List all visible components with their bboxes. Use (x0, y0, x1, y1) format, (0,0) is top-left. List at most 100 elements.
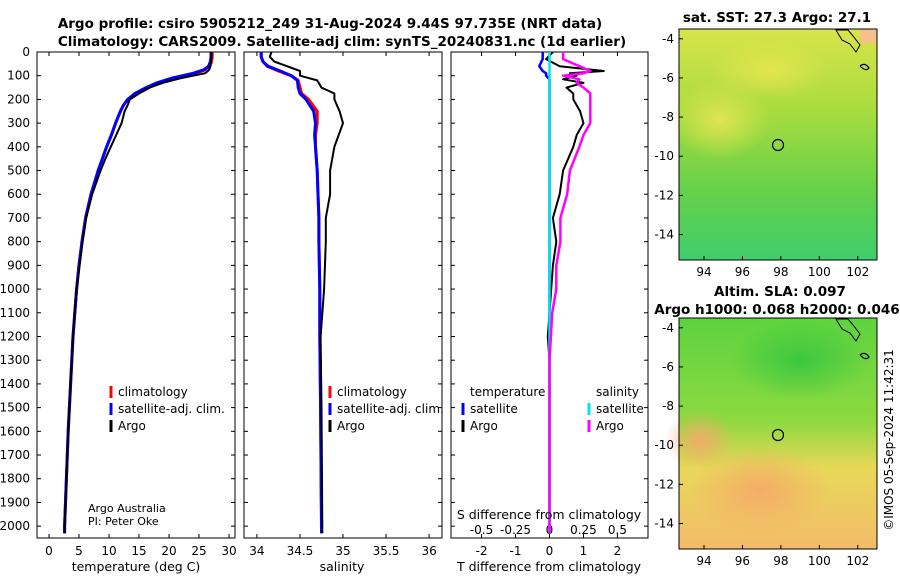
temperature-xlabel: temperature (deg C) (72, 559, 201, 574)
depth-tick-labels: 0 100 200 300 400 500 600 700 800 900 1000 1100 1200… (0, 45, 30, 533)
sla-map (665, 317, 878, 550)
profile-line-argo (268, 51, 344, 534)
map-x-tick-label: 100 (808, 554, 831, 568)
depth-tick-label: 1700 (0, 448, 30, 462)
depth-tick-label: 500 (7, 164, 30, 178)
x-tick-label: 35.5 (373, 544, 400, 558)
depth-tick-label: 1800 (0, 472, 30, 486)
sla-map-frame (678, 317, 878, 550)
difference-x-tick-labels: -2 -1 0 1 2 (476, 544, 622, 558)
sst-y-tick-labels: -4 -6 -8 -10 -12 -14 (654, 32, 683, 242)
profile-line-satellite-adj-clim- (63, 52, 213, 534)
depth-tick-label: 1000 (0, 282, 30, 296)
sst-map (670, 28, 878, 261)
depth-tick-label: 400 (7, 140, 30, 154)
temperature-legend: climatology satellite-adj. clim. Argo (109, 385, 225, 433)
legend-temperature-title: temperature (470, 385, 545, 399)
map-x-tick-label: 102 (846, 265, 869, 279)
profile-line-climatology (63, 52, 214, 534)
legend-t-argo: Argo (470, 419, 498, 433)
sst-x-tick-labels: 94 96 98 100 102 (696, 256, 869, 279)
map-x-tick-label: 102 (846, 554, 869, 568)
salinity-xlabel: salinity (320, 559, 365, 574)
depth-tick-label: 300 (7, 116, 30, 130)
x-tick-label: 10 (101, 544, 116, 558)
coastline (835, 29, 861, 53)
temperature-profiles (63, 52, 214, 534)
difference-legend: temperature satellite Argo salinity sate… (461, 385, 644, 433)
coastline (835, 318, 861, 342)
map-y-tick-label: -14 (654, 228, 674, 242)
profile-line-t-satellite (538, 52, 551, 534)
legend-argo: Argo (118, 419, 146, 433)
depth-tick-label: 600 (7, 187, 30, 201)
map-x-tick-label: 96 (735, 265, 750, 279)
x-tick-label: 5 (75, 544, 83, 558)
map-y-tick-label: -12 (654, 477, 674, 491)
x-tick-label: 30 (221, 544, 236, 558)
map-y-tick-label: -8 (662, 110, 674, 124)
figure-title-line2: Climatology: CARS2009. Satellite-adj cli… (58, 34, 626, 50)
figure-title-line1: Argo profile: csiro 5905212_249 31-Aug-2… (58, 16, 602, 32)
x-tick-label: 34.5 (287, 544, 314, 558)
legend-climatology: climatology (118, 385, 188, 399)
depth-tick-label: 1600 (0, 424, 30, 438)
x-tick-label: 25 (191, 544, 206, 558)
sst-map-title: sat. SST: 27.3 Argo: 27.1 (683, 10, 871, 26)
profile-line-argo (63, 52, 213, 534)
sla-map-title-line2: Argo h1000: 0.068 h2000: 0.046 (654, 302, 899, 318)
x-tick-label: 1 (580, 544, 588, 558)
tick-marks (37, 51, 648, 538)
credit-line1: Argo Australia (88, 502, 166, 515)
depth-tick-label: 1400 (0, 377, 30, 391)
map-x-tick-label: 94 (696, 265, 711, 279)
depth-tick-label: 1500 (0, 401, 30, 415)
x-tick-label: 36 (421, 544, 436, 558)
x-tick-label: -0.5 (470, 523, 493, 537)
sla-x-tick-labels: 94 96 98 100 102 (696, 545, 869, 568)
x-tick-label: 0.5 (608, 523, 627, 537)
depth-tick-label: 1100 (0, 306, 30, 320)
x-tick-label: 0.25 (570, 523, 597, 537)
map-x-tick-label: 98 (773, 265, 788, 279)
legend-s-satellite: satellite (596, 402, 644, 416)
map-x-tick-label: 100 (808, 265, 831, 279)
depth-tick-label: 200 (7, 92, 30, 106)
profile-line-climatology (259, 52, 323, 534)
map-y-tick-label: -8 (662, 399, 674, 413)
salinity-profiles (259, 51, 344, 534)
map-x-tick-label: 94 (696, 554, 711, 568)
credit-line2: PI: Peter Oke (88, 515, 159, 528)
x-tick-label: 34 (249, 544, 264, 558)
temperature-axes (36, 51, 236, 539)
map-y-tick-label: -14 (654, 517, 674, 531)
profile-line-satellite-adj-clim- (259, 52, 323, 534)
depth-tick-label: 700 (7, 211, 30, 225)
temperature-x-tick-labels: 0 5 10 15 20 25 30 (45, 544, 236, 558)
map-y-tick-label: -6 (662, 71, 674, 85)
sla-map-title-line1: Altim. SLA: 0.097 (714, 284, 846, 300)
legend-satellite: satellite-adj. clim. (118, 402, 225, 416)
map-x-tick-label: 96 (735, 554, 750, 568)
depth-tick-label: 1900 (0, 495, 30, 509)
map-y-tick-label: -10 (654, 438, 674, 452)
x-tick-label: -0.25 (500, 523, 531, 537)
salinity-x-tick-labels: 34 34.5 35 35.5 36 (249, 544, 436, 558)
depth-tick-label: 100 (7, 69, 30, 83)
depth-tick-label: 1300 (0, 353, 30, 367)
depth-tick-label: 0 (22, 45, 30, 59)
difference-s-tick-labels: -0.5 -0.25 0 0.25 0.5 (470, 523, 627, 537)
difference-xlabel: T difference from climatology (456, 559, 642, 574)
map-y-tick-label: -10 (654, 149, 674, 163)
depth-tick-label: 900 (7, 258, 30, 272)
x-tick-label: -1 (510, 544, 522, 558)
sla-low-patch (730, 320, 870, 400)
argo-position-marker (771, 138, 785, 152)
map-y-tick-label: -4 (662, 32, 674, 46)
sst-land-patch (860, 29, 877, 43)
sla-y-tick-labels: -4 -6 -8 -10 -12 -14 (654, 321, 683, 531)
difference-xlabel-top: S difference from climatology (457, 507, 642, 522)
map-y-tick-label: -4 (662, 321, 674, 335)
sla-high-patch (690, 445, 830, 535)
x-tick-label: 2 (614, 544, 622, 558)
